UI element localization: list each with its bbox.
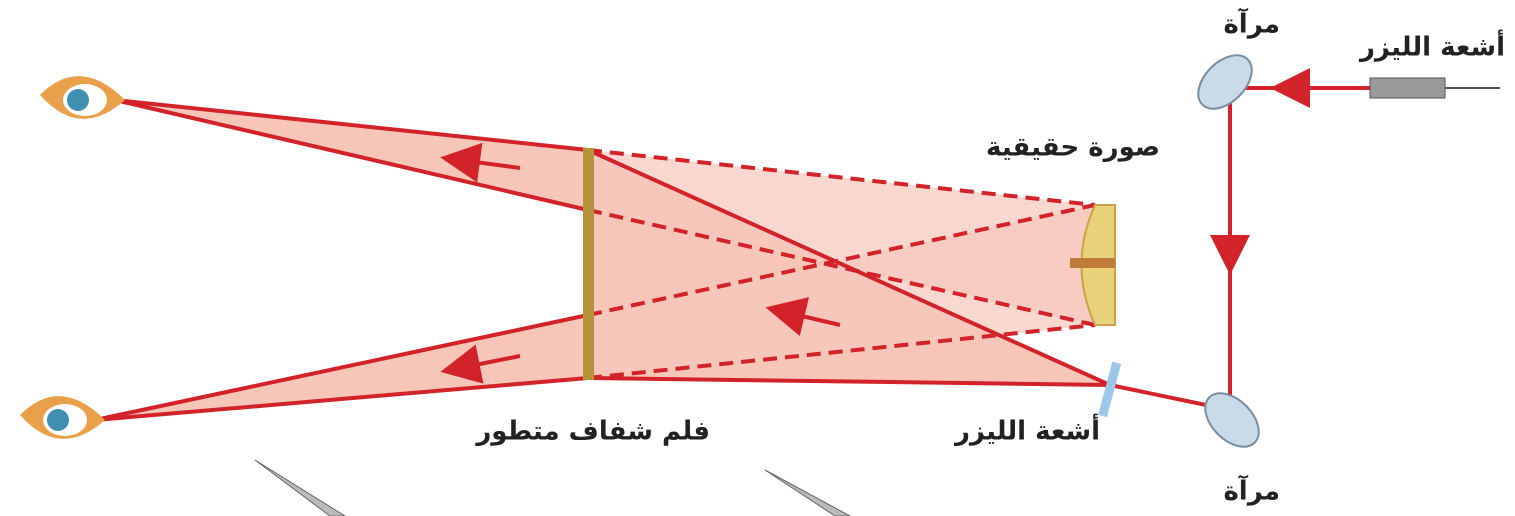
laser-device — [1369, 77, 1500, 99]
rays — [94, 68, 1370, 422]
label: فلم شفاف متطور — [474, 417, 710, 447]
eye — [20, 396, 105, 439]
object — [1070, 204, 1116, 326]
label: صورة حقيقية — [986, 133, 1160, 163]
pointer — [254, 459, 346, 516]
eye — [40, 76, 125, 119]
label: أشعة الليزر — [1358, 30, 1505, 63]
label: أشعة الليزر — [953, 414, 1100, 447]
mirror — [1197, 54, 1253, 110]
pointer — [764, 469, 851, 516]
lens — [1098, 361, 1122, 418]
label: مرآة — [1223, 8, 1280, 40]
label: مرآة — [1223, 475, 1280, 507]
film — [583, 148, 594, 380]
beams — [95, 100, 1110, 420]
mirror — [1204, 392, 1260, 448]
